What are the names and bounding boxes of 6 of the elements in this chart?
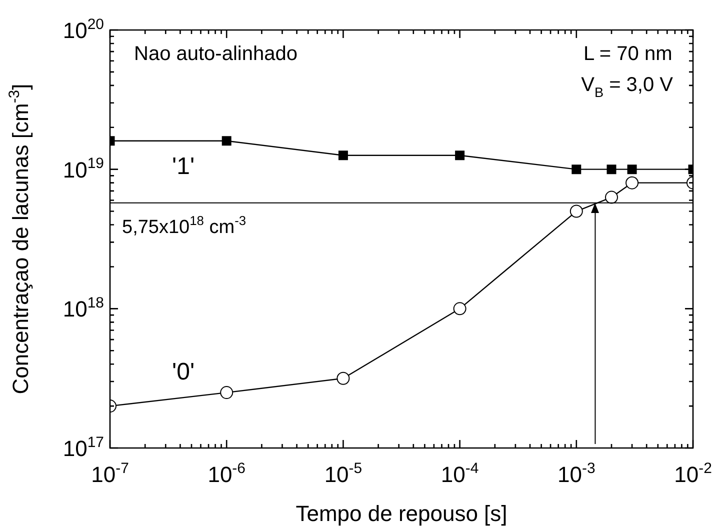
y-axis-title: Concentraçao de lacunas [cm-3] bbox=[6, 84, 33, 394]
series-label: '0' bbox=[172, 358, 195, 386]
annotation: Nao auto-alinhado bbox=[134, 43, 298, 65]
x-axis-title: Tempo de repouso [s] bbox=[296, 501, 508, 526]
annotation: L = 70 nm bbox=[584, 43, 672, 65]
series-label: '1' bbox=[172, 152, 195, 180]
